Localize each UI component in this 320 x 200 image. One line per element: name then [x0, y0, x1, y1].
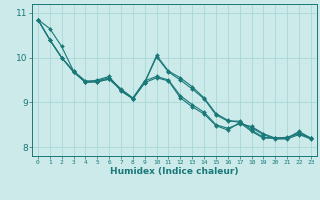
- X-axis label: Humidex (Indice chaleur): Humidex (Indice chaleur): [110, 167, 239, 176]
